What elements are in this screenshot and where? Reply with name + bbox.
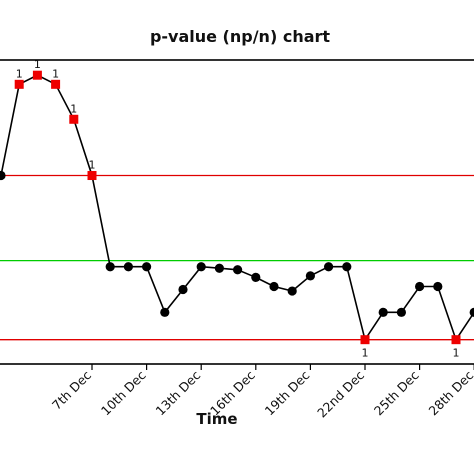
data-point — [415, 281, 425, 292]
data-point — [233, 265, 243, 275]
data-point — [0, 170, 6, 181]
flagged-point — [451, 335, 461, 345]
data-point — [105, 262, 115, 272]
data-point — [123, 262, 133, 272]
data-point — [196, 262, 206, 272]
data-point — [160, 307, 170, 317]
flag-label: 1 — [89, 159, 96, 172]
flag-label: 1 — [70, 102, 77, 115]
data-point — [305, 271, 315, 281]
flag-label: 1 — [16, 67, 23, 80]
data-point — [178, 284, 188, 295]
flagged-point — [69, 114, 79, 124]
data-point — [324, 262, 334, 272]
data-point — [342, 262, 352, 272]
flagged-point — [51, 79, 61, 89]
chart-title: p-value (np/n) chart — [150, 27, 330, 46]
data-point — [287, 286, 297, 296]
x-tick-label: 19th Dec — [262, 367, 313, 418]
flag-label: 1 — [52, 67, 59, 80]
data-point — [378, 307, 388, 317]
flagged-point — [87, 171, 97, 181]
x-axis: 7th Dec 10th Dec 13th Dec 16th Dec 19th Dec 2… — [49, 364, 474, 421]
x-tick-label: 22nd Dec — [314, 367, 367, 420]
flagged-point — [14, 79, 24, 89]
data-point — [251, 272, 261, 282]
plot-frame — [0, 59, 474, 365]
data-point — [433, 281, 443, 292]
x-tick-label: 28th Dec — [425, 367, 474, 418]
flag-label: 1 — [362, 347, 369, 360]
control-limits — [0, 174, 474, 341]
data-point — [469, 307, 474, 317]
flag-label: 1 — [453, 347, 460, 360]
flagged-point — [360, 335, 370, 345]
data-point — [142, 262, 152, 272]
data-point — [396, 307, 406, 317]
x-tick-label: 7th Dec — [49, 367, 94, 412]
x-tick-label: 25th Dec — [371, 367, 422, 418]
x-tick-label: 10th Dec — [98, 367, 149, 418]
data-point — [214, 263, 224, 273]
x-axis-label: Time — [196, 410, 237, 428]
flagged-point — [32, 70, 42, 80]
data-point — [269, 281, 279, 292]
flag-label: 1 — [34, 58, 41, 71]
